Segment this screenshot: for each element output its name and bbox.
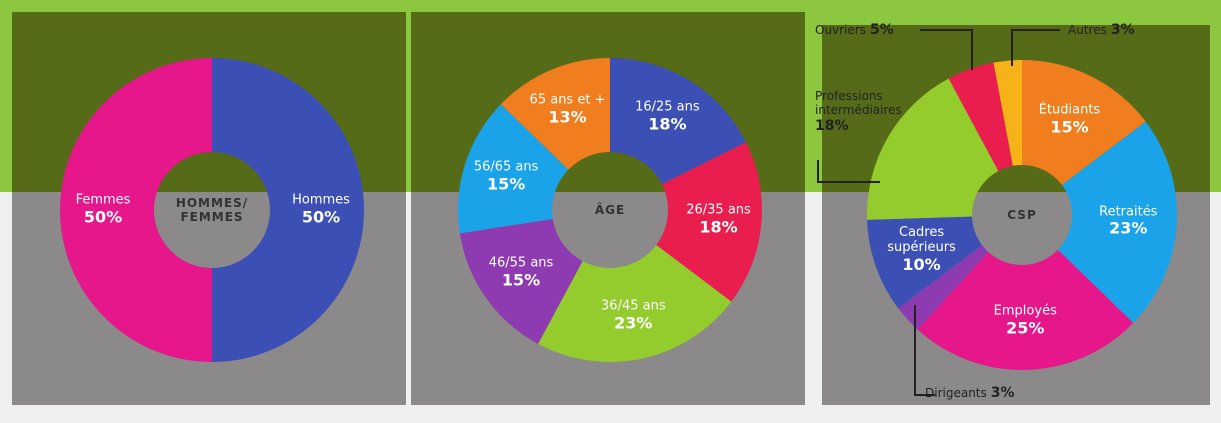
category-label: 56/65 ans: [473, 159, 539, 175]
value-label: 23%: [1109, 218, 1148, 238]
category-label: Étudiants: [1038, 101, 1101, 117]
slice: [610, 58, 747, 185]
leader-line: [1011, 29, 1060, 66]
category-label: Dirigeants: [925, 386, 987, 400]
value-label: 13%: [548, 106, 587, 126]
slice: [500, 57, 610, 170]
slice-label: 36/45 ans 23%: [601, 298, 666, 333]
slice: [458, 104, 569, 234]
slice: [898, 245, 989, 330]
category-label: 36/45 ans: [601, 298, 666, 314]
slice-label: Hommes 50%: [292, 192, 350, 227]
value-label: 3%: [990, 385, 1015, 401]
category-label: Femmes: [75, 192, 131, 208]
leader-line: [817, 160, 880, 183]
value-label: 25%: [1006, 318, 1045, 338]
value-label: 10%: [902, 255, 941, 275]
slice: [656, 142, 763, 302]
value-label: 15%: [501, 270, 541, 290]
leader-line: [920, 29, 973, 70]
category-label: 16/25 ans: [635, 99, 700, 115]
slice: [867, 216, 983, 309]
category-label: Cadres supérieurs: [887, 225, 956, 256]
slice-label: Retraités 23%: [1099, 203, 1158, 238]
slice: [993, 60, 1022, 166]
slice-label: Cadres supérieurs 10%: [874, 225, 969, 275]
slice: [60, 58, 212, 362]
category-label: 65 ans et +: [529, 91, 606, 107]
category-label: Autres: [1068, 23, 1107, 37]
slice: [538, 244, 732, 362]
category-label: 46/55 ans: [488, 255, 554, 271]
slice-label: 56/65 ans 15%: [473, 159, 539, 194]
outside-label: Professions intermédiaires 18%: [815, 89, 945, 134]
slice-label: 26/35 ans 18%: [686, 202, 751, 237]
category-label: Retraités: [1099, 203, 1158, 219]
value-label: 18%: [648, 114, 687, 134]
value-label: 18%: [815, 117, 849, 134]
center-title: ÂGE: [594, 203, 626, 217]
outside-label: Dirigeants 3%: [925, 385, 1035, 401]
slice: [948, 62, 1013, 171]
outside-label: Ouvriers 5%: [815, 22, 925, 38]
slice: [1022, 60, 1146, 185]
category-label: Employés: [993, 303, 1057, 319]
slice-label: Employés 25%: [993, 303, 1057, 338]
category-label: Hommes: [292, 192, 350, 208]
slice-label: Étudiants 15%: [1038, 101, 1101, 136]
slice-label: Femmes 50%: [75, 192, 131, 227]
slice: [867, 78, 999, 220]
slice-label: 16/25 ans 18%: [635, 99, 700, 134]
center-title: HOMMES/ FEMMES: [175, 196, 249, 224]
category-label: Professions intermédiaires: [815, 89, 902, 117]
leader-line: [914, 305, 935, 396]
value-label: 15%: [486, 174, 526, 194]
slice-label: 65 ans et +13%: [529, 91, 606, 126]
outside-label: Autres 3%: [1068, 22, 1178, 38]
slice: [459, 218, 583, 344]
value-label: 23%: [614, 313, 653, 333]
category-label: Ouvriers: [815, 23, 866, 37]
slice: [1057, 121, 1177, 323]
category-label: 26/35 ans: [686, 202, 751, 218]
value-label: 50%: [83, 207, 123, 227]
value-label: 3%: [1110, 22, 1135, 38]
slice: [917, 249, 1134, 371]
value-label: 15%: [1050, 116, 1089, 136]
value-label: 50%: [301, 207, 341, 227]
slice-label: 46/55 ans 15%: [488, 255, 554, 290]
center-title: CSP: [1007, 208, 1037, 222]
value-label: 18%: [699, 217, 738, 237]
value-label: 5%: [870, 22, 894, 38]
slice: [212, 58, 364, 362]
